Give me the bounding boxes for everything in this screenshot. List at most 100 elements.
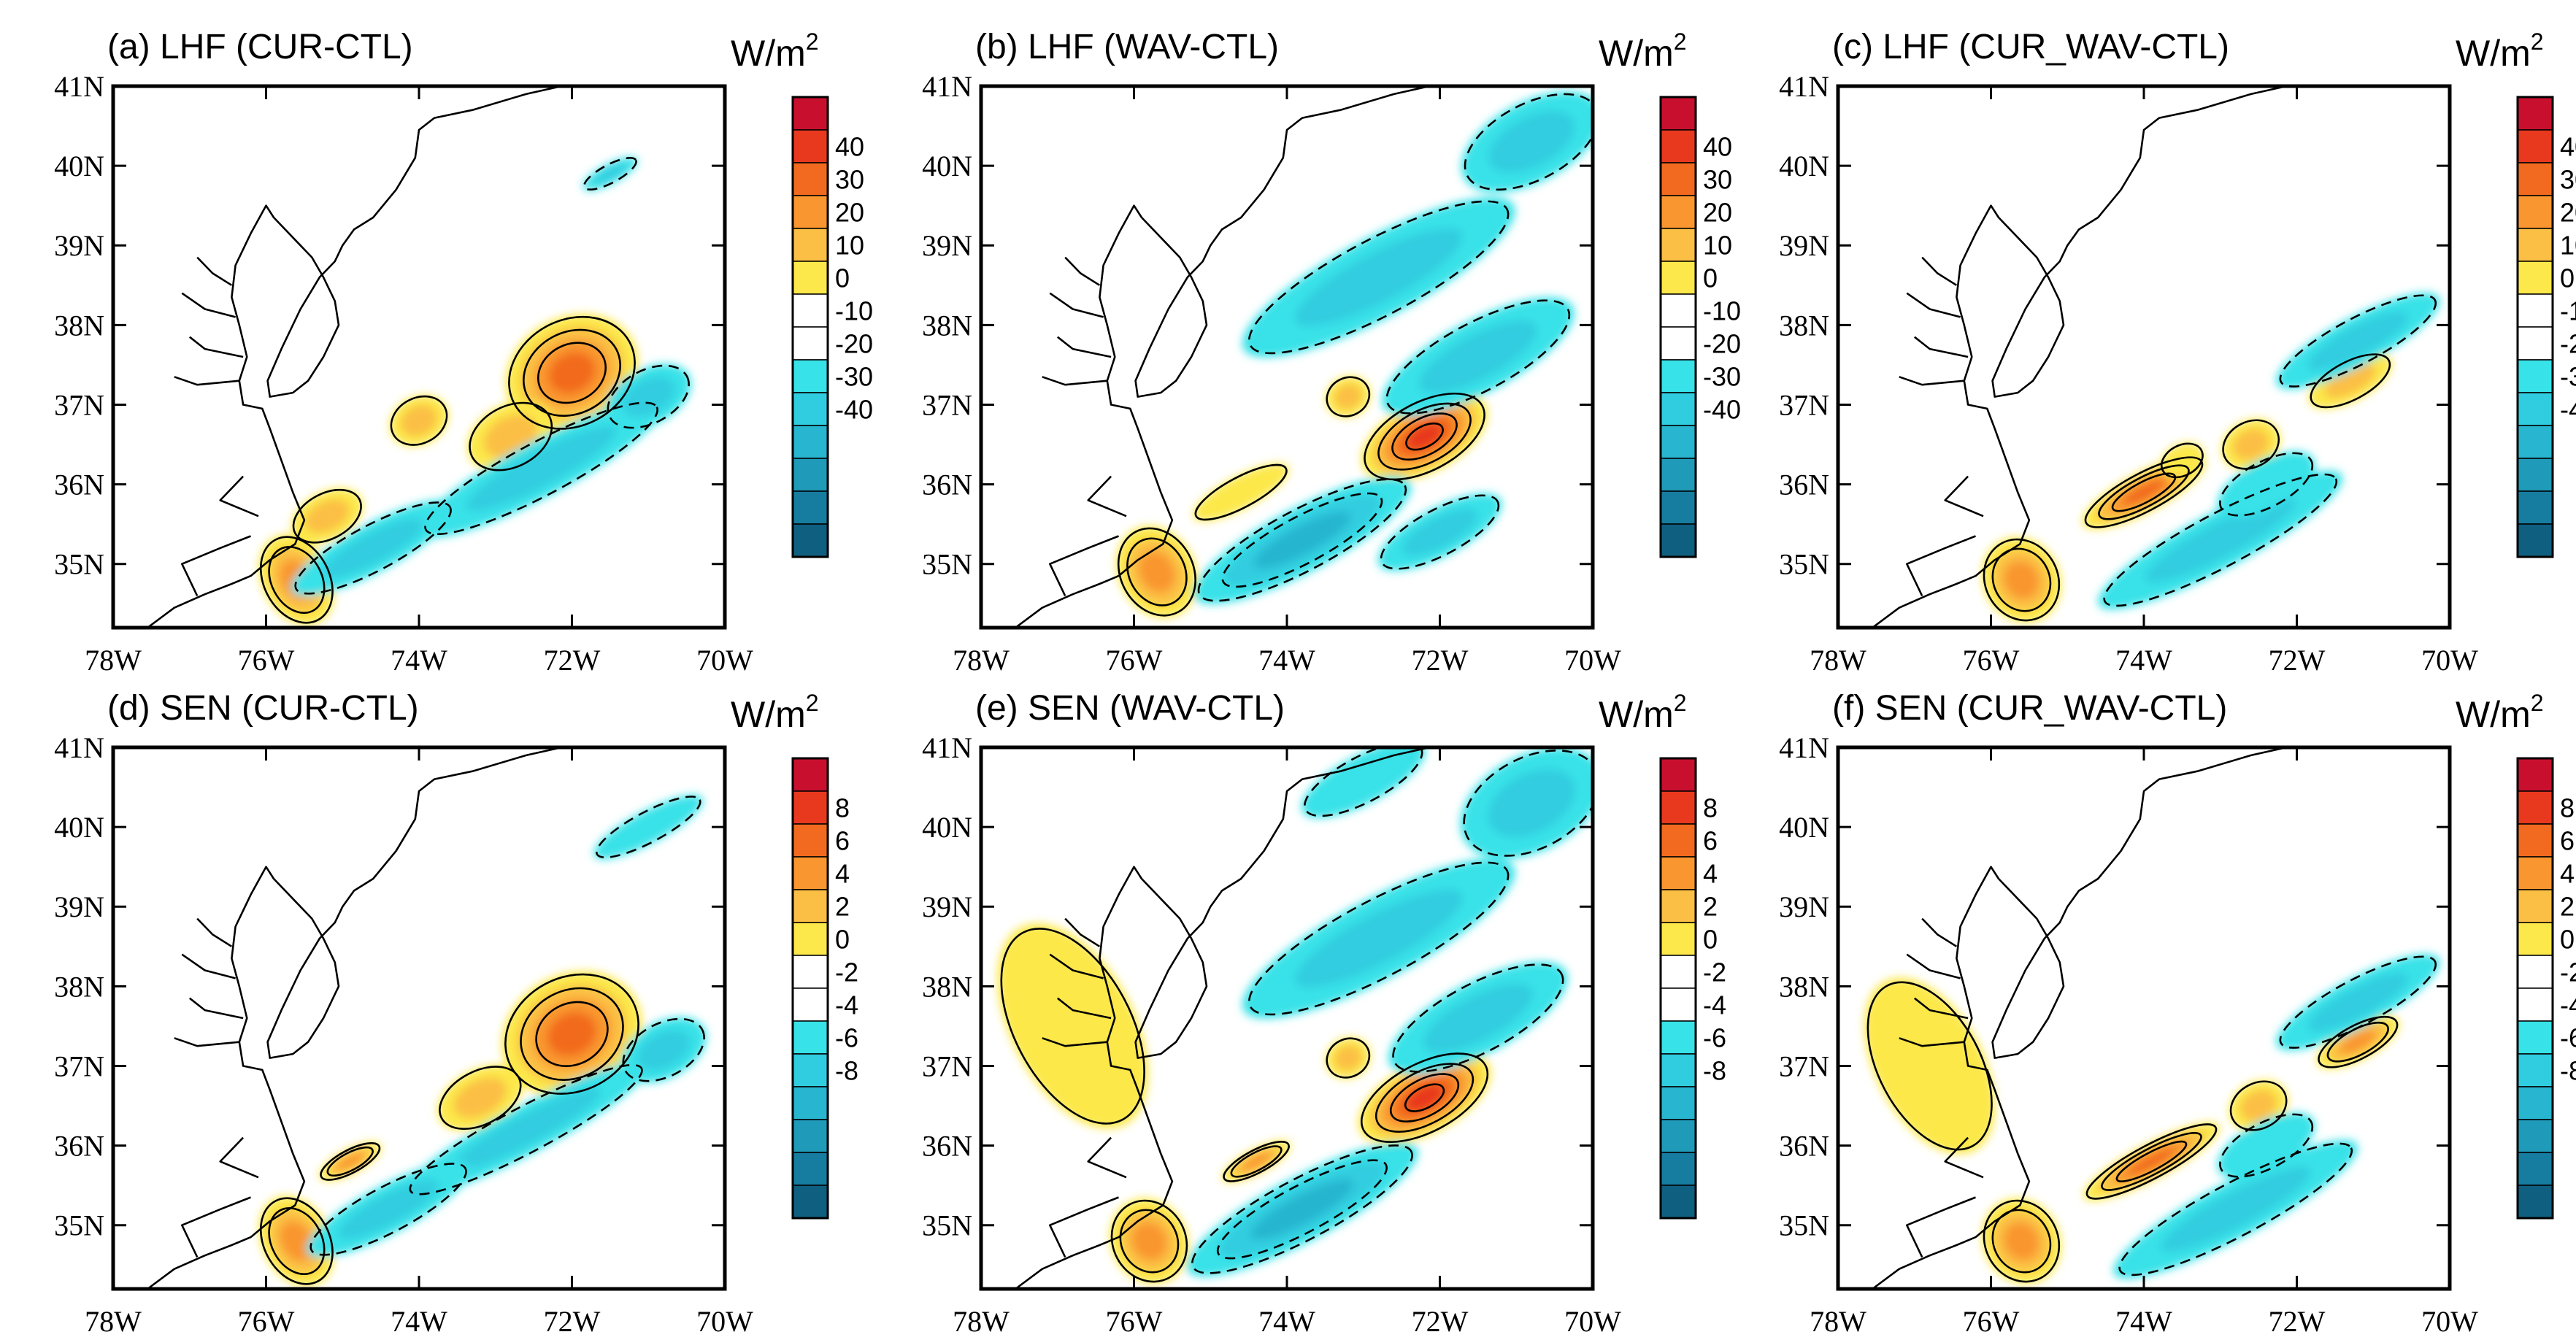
colorbar-tick-label: 4	[835, 859, 850, 889]
contour-positive-3-1	[268, 546, 326, 615]
panel-title: (c) LHF (CUR_WAV-CTL)	[1832, 28, 2229, 66]
coastline	[1015, 86, 1434, 628]
colorbar-swatch	[1660, 987, 1696, 1022]
x-tick-label: 76W	[1963, 1305, 2020, 1338]
y-tick-label: 38N	[54, 970, 104, 1003]
coastline-inlet-0	[1899, 376, 1964, 386]
tick-marks	[112, 85, 726, 628]
field-negative-6-level-1	[1294, 889, 1463, 988]
y-tick-label: 35N	[54, 1209, 104, 1242]
colorbar-tick-label: 4	[1703, 859, 1718, 889]
colorbar-tick-label: -40	[835, 395, 873, 425]
colorbar-frame	[2516, 96, 2554, 558]
coastline-inlet-1	[188, 336, 244, 358]
y-tick-label: 35N	[1779, 1209, 1829, 1242]
colorbar-swatch	[1660, 889, 1696, 923]
contour-positive-0-0	[504, 973, 639, 1095]
x-tick-label: 72W	[1412, 644, 1469, 677]
coastline-inlet-5	[219, 475, 259, 517]
shaded-field	[1864, 954, 2440, 1284]
colorbar-swatch	[2517, 458, 2553, 492]
contour-positive-0-3	[1405, 422, 1444, 451]
colorbar-swatch	[792, 458, 828, 492]
x-tick-label: 78W	[85, 644, 142, 677]
colorbar-tick-label: -4	[1703, 990, 1726, 1020]
colorbar-tick-label: -4	[835, 990, 858, 1020]
y-tick-label: 41N	[54, 70, 104, 103]
colorbar-swatch	[1660, 162, 1696, 196]
coastline-main	[147, 747, 566, 1289]
colorbar-swatch	[2517, 987, 2553, 1022]
field-negative-5-level-1	[338, 1179, 439, 1239]
coastline-inlet-1	[1913, 336, 1969, 358]
colorbar-swatch	[2517, 129, 2553, 163]
field-negative-7-level-1	[1488, 111, 1575, 173]
colorbar-frame	[791, 757, 829, 1220]
coastline	[1872, 747, 2291, 1289]
y-tick-label: 36N	[1779, 469, 1829, 501]
colorbar-swatch	[1660, 129, 1696, 163]
field-negative-4-level-1	[450, 1087, 601, 1172]
contour-negative-5-0	[2103, 473, 2338, 607]
colorbar-swatch	[1660, 523, 1696, 558]
field-negative-8-level-1	[593, 163, 627, 185]
colorbar-tick-label: -6	[1703, 1023, 1726, 1053]
coastline-inlet-5	[1944, 1136, 1984, 1179]
x-tick-label: 78W	[1810, 644, 1866, 677]
y-tick-label: 40N	[54, 150, 104, 182]
colorbar-tick-label: -20	[2560, 329, 2576, 359]
colorbar-frame	[2516, 757, 2554, 1220]
unit-label: W/m2	[2456, 28, 2544, 74]
colorbar-swatch	[2517, 889, 2553, 923]
colorbar-tick-label: -8	[1703, 1056, 1726, 1086]
x-tick-label: 72W	[2269, 644, 2326, 677]
coastline-inlet-3	[196, 917, 233, 947]
contour-positive-0-2	[535, 1001, 609, 1068]
colorbar-tick-label: 30	[835, 165, 864, 195]
x-tick-label: 74W	[2115, 644, 2172, 677]
contour-positive-0-3	[1404, 1083, 1445, 1112]
unit-label-exponent: 2	[1674, 690, 1687, 716]
y-tick-label: 38N	[1779, 309, 1829, 342]
coastline-main	[1872, 747, 2291, 1289]
contour-positive-0-1	[2098, 464, 2190, 520]
field-positive-1-level-1	[2232, 428, 2269, 461]
contour-negative-5-0	[424, 401, 658, 536]
colorbar-swatch	[2517, 922, 2553, 956]
contour-positive-0-1	[2101, 1132, 2202, 1191]
contour-positive-0-1	[520, 987, 624, 1081]
contour-negative-6-0	[1247, 861, 1510, 1016]
field-positive-3-level-2	[2004, 561, 2039, 599]
contour-positive-2-1	[2326, 1021, 2389, 1063]
field-positive-4-level-0	[997, 923, 1148, 1129]
colorbar-tick-label: -10	[835, 296, 873, 326]
colorbar-swatch	[792, 228, 828, 262]
colorbar-tick-label: -20	[835, 329, 873, 359]
colorbar-tick-label: 0	[2560, 263, 2575, 293]
y-tick-label: 36N	[1779, 1130, 1829, 1163]
colorbar-tick-label: 30	[1703, 165, 1732, 195]
colorbar-tick-label: 20	[2560, 198, 2576, 228]
coastline-inlet-0	[174, 376, 239, 386]
colorbar-swatch	[1660, 1020, 1696, 1055]
contour-positive-2-0	[390, 395, 448, 446]
contour-lines	[1000, 747, 1593, 1283]
field-negative-7-level-1	[622, 376, 675, 417]
colorbar-swatch	[2517, 823, 2553, 858]
colorbar-tick-label: 6	[835, 826, 850, 856]
contour-positive-1-0	[439, 1066, 522, 1130]
contour-negative-6-0	[622, 1017, 705, 1082]
panel-title: (d) SEN (CUR-CTL)	[107, 689, 419, 728]
contour-positive-0-0	[1360, 1052, 1489, 1143]
colorbar-swatch	[2517, 1086, 2553, 1120]
x-tick-label: 76W	[238, 644, 295, 677]
y-tick-label: 38N	[922, 309, 972, 342]
contour-positive-3-0	[320, 1142, 381, 1181]
y-tick-label: 36N	[54, 1130, 104, 1163]
colorbar-swatch	[2517, 326, 2553, 361]
coastline-inlet-3	[196, 256, 233, 286]
